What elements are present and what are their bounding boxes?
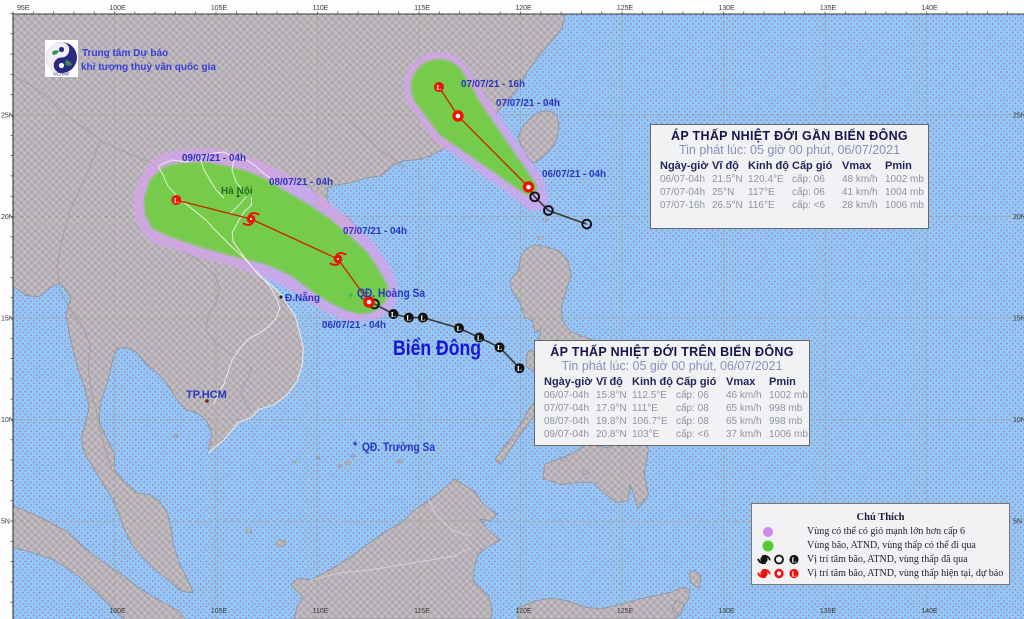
svg-text:25N: 25N (1013, 113, 1024, 120)
svg-text:L: L (436, 83, 441, 92)
svg-text:06/07/21 - 04h: 06/07/21 - 04h (542, 168, 606, 180)
svg-text:135E: 135E (820, 5, 837, 12)
svg-text:L: L (406, 313, 411, 322)
svg-text:20N: 20N (1, 214, 14, 221)
svg-text:08/07/21 - 04h: 08/07/21 - 04h (269, 176, 333, 188)
svg-text:10N: 10N (1013, 417, 1024, 424)
svg-text:khí tượng thuỷ văn quốc gia: khí tượng thuỷ văn quốc gia (81, 61, 216, 73)
svg-text:115E: 115E (414, 5, 430, 12)
svg-text:20N: 20N (1013, 214, 1024, 221)
svg-text:120E: 120E (515, 5, 532, 12)
svg-text:140E: 140E (921, 5, 938, 12)
svg-text:QĐ. Trường Sa: QĐ. Trường Sa (362, 442, 436, 454)
svg-text:*: * (353, 440, 358, 452)
svg-text:L: L (420, 313, 425, 322)
svg-text:110E: 110E (313, 608, 329, 615)
svg-text:25N: 25N (1, 113, 14, 120)
svg-text:105E: 105E (211, 5, 228, 12)
svg-text:L: L (456, 324, 461, 333)
svg-text:07/07/21 - 04h: 07/07/21 - 04h (343, 225, 407, 237)
svg-text:L: L (497, 343, 502, 352)
svg-text:15N: 15N (1013, 316, 1024, 323)
svg-text:105E: 105E (211, 608, 228, 615)
svg-text:Trung tâm Dự báo: Trung tâm Dự báo (82, 48, 168, 59)
svg-text:110E: 110E (313, 5, 329, 12)
svg-text:L: L (174, 196, 179, 205)
svg-text:L: L (391, 310, 396, 319)
svg-text:120E: 120E (515, 608, 532, 615)
svg-text:125E: 125E (617, 608, 634, 615)
svg-text:09/07/21 - 04h: 09/07/21 - 04h (182, 152, 246, 164)
svg-text:115E: 115E (414, 608, 430, 615)
svg-text:130E: 130E (718, 608, 735, 615)
svg-text:L: L (791, 555, 796, 564)
svg-text:125E: 125E (617, 5, 634, 12)
svg-text:06/07/21 - 04h: 06/07/21 - 04h (322, 319, 386, 331)
svg-text:5N: 5N (1013, 519, 1022, 526)
svg-text:95E: 95E (17, 5, 30, 12)
svg-text:Biển Đông: Biển Đông (393, 337, 481, 360)
svg-text:L: L (477, 333, 482, 342)
svg-text:130E: 130E (718, 5, 735, 12)
svg-text:100E: 100E (109, 5, 126, 12)
svg-text:135E: 135E (820, 608, 837, 615)
svg-text:140E: 140E (921, 608, 938, 615)
svg-text:L: L (517, 364, 522, 373)
svg-text:L: L (791, 569, 796, 578)
svg-text:07/07/21 - 04h: 07/07/21 - 04h (496, 97, 560, 109)
svg-text:+: + (348, 290, 353, 300)
svg-text:10N: 10N (1, 417, 14, 424)
svg-text:QĐ. Hoàng Sa: QĐ. Hoàng Sa (357, 288, 426, 300)
svg-text:Hà Nội: Hà Nội (221, 186, 253, 197)
svg-text:NCHMF: NCHMF (53, 72, 69, 77)
svg-text:07/07/21 - 16h: 07/07/21 - 16h (461, 78, 525, 90)
svg-text:15N: 15N (1, 316, 14, 323)
svg-text:5N: 5N (1, 519, 10, 526)
svg-text:Đ.Nẵng: Đ.Nẵng (285, 291, 320, 304)
svg-text:TP.HCM: TP.HCM (186, 389, 227, 401)
svg-text:100E: 100E (109, 608, 126, 615)
